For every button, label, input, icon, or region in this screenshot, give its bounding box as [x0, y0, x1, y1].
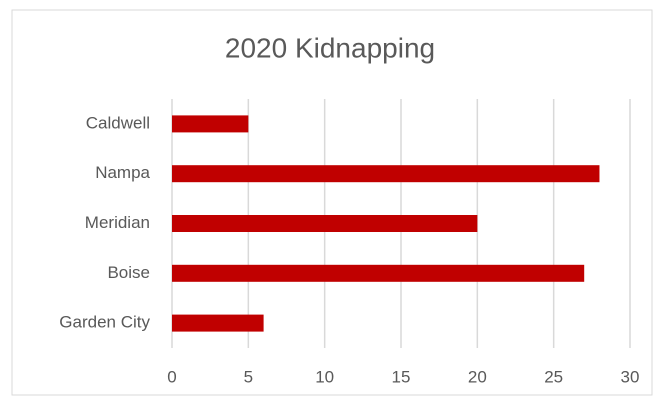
y-tick-label: Meridian: [85, 213, 150, 232]
chart-border: [11, 9, 653, 396]
bar: [172, 314, 264, 332]
chart-title: 2020 Kidnapping: [225, 32, 435, 63]
x-tick-label: 5: [244, 367, 253, 386]
y-tick-label: Boise: [107, 263, 150, 282]
y-tick-label: Caldwell: [86, 113, 150, 132]
bar: [172, 165, 600, 183]
y-tick-label: Nampa: [95, 163, 150, 182]
x-tick-label: 30: [621, 367, 640, 386]
x-tick-label: 10: [315, 367, 334, 386]
x-tick-label: 20: [468, 367, 487, 386]
bar: [172, 115, 249, 133]
y-tick-label: Garden City: [59, 313, 150, 332]
bar: [172, 264, 585, 282]
x-tick-label: 15: [392, 367, 411, 386]
x-tick-label: 25: [544, 367, 563, 386]
x-tick-label: 0: [167, 367, 176, 386]
bar: [172, 215, 478, 232]
